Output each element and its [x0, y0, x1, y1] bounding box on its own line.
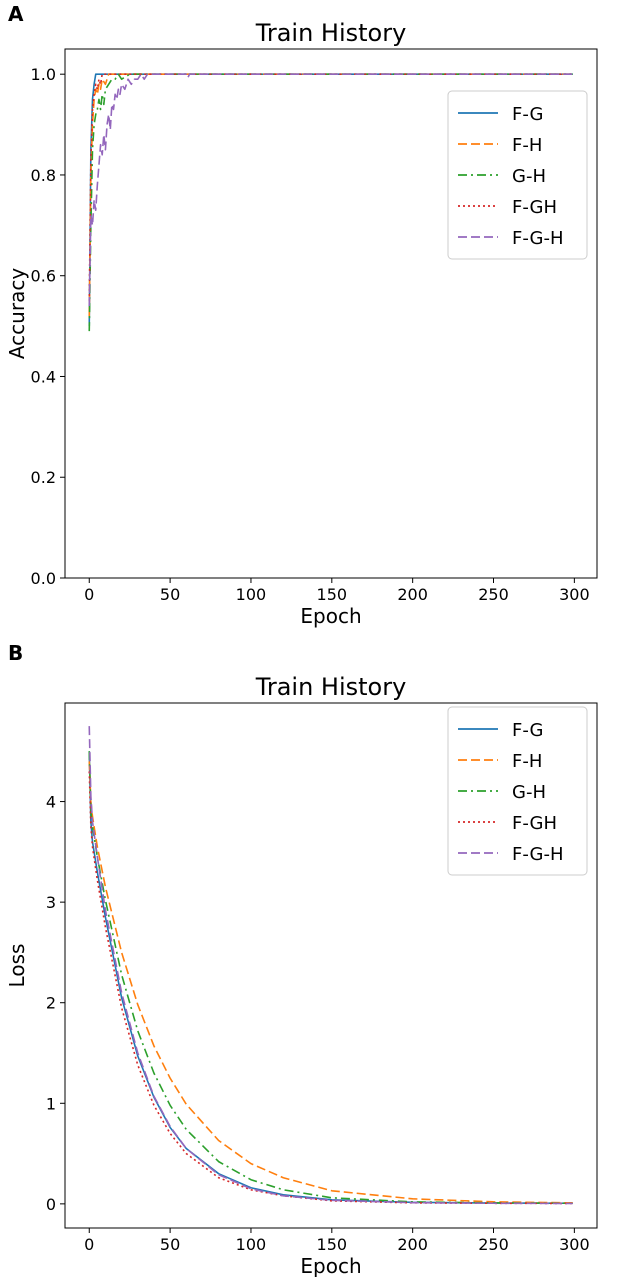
x-tick-label: 150 [317, 585, 348, 604]
y-tick-label: 0.8 [31, 166, 56, 185]
legend-label: F-GH [512, 197, 557, 218]
legend: F-G F-H G-H F-GH F-G-H [447, 706, 588, 876]
legend-label: F-G-H [512, 844, 564, 865]
y-tick-label: 1 [46, 1094, 56, 1113]
x-tick-label: 50 [160, 1235, 180, 1254]
panel-letter-a: A [8, 2, 24, 26]
y-tick-label: 0.2 [31, 468, 56, 487]
legend-label: G-H [512, 782, 546, 803]
legend-label: F-G-H [512, 228, 564, 249]
y-tick-label: 0 [46, 1195, 56, 1214]
y-tick-label: 2 [46, 994, 56, 1013]
legend-label: F-H [512, 751, 542, 772]
chart-title: Train History [255, 19, 407, 47]
loss-chart: Train History 0 50 100 150 200 250 300 0 1 2 3 4 Epoc… [5, 673, 598, 1277]
x-tick-label: 300 [559, 1235, 590, 1254]
x-tick-label: 300 [559, 585, 590, 604]
series-line-f-g-h [88, 73, 573, 306]
x-tick-label: 100 [236, 585, 267, 604]
plot-frame [64, 702, 598, 1229]
y-axis-label: Loss [5, 944, 29, 988]
legend-label: F-G [512, 104, 543, 125]
x-tick-label: 0 [84, 585, 94, 604]
x-tick-label: 100 [236, 1235, 267, 1254]
y-tick-label: 0.0 [31, 569, 56, 588]
series-line-f-g-h [88, 726, 573, 1205]
y-tick-label: 0.6 [31, 267, 56, 286]
x-tick-label: 200 [397, 1235, 428, 1254]
y-tick-label: 1.0 [31, 65, 56, 84]
y-tick-label: 3 [46, 893, 56, 912]
x-tick-label: 250 [478, 1235, 509, 1254]
legend-label: F-GH [512, 813, 557, 834]
series-line-f-gh [88, 73, 573, 301]
x-axis-label: Epoch [300, 1254, 361, 1277]
x-tick-label: 200 [397, 585, 428, 604]
y-tick-label: 0.4 [31, 367, 56, 386]
legend-label: F-G [512, 720, 543, 741]
y-axis-label: Accuracy [5, 268, 29, 359]
legend-label: F-H [512, 135, 542, 156]
x-tick-label: 50 [160, 585, 180, 604]
accuracy-chart: Train History 0 50 100 150 200 250 300 0.0 0.2 0.4… [5, 19, 598, 628]
series-line-f-h [88, 73, 573, 317]
x-tick-label: 150 [317, 1235, 348, 1254]
chart-title: Train History [255, 673, 407, 701]
x-axis-label: Epoch [300, 604, 361, 628]
series-line-f-h [88, 761, 573, 1204]
legend-box [447, 90, 588, 260]
legend: F-G F-H G-H F-GH F-G-H [447, 90, 588, 260]
series-lines [88, 726, 573, 1205]
plot-frame [64, 48, 598, 579]
legend-box [447, 706, 588, 876]
x-tick-label: 250 [478, 585, 509, 604]
y-tick-label: 4 [46, 793, 56, 812]
x-tick-label: 0 [84, 1235, 94, 1254]
legend-label: G-H [512, 166, 546, 187]
series-lines [88, 73, 573, 332]
panel-letter-b: B [8, 641, 24, 665]
